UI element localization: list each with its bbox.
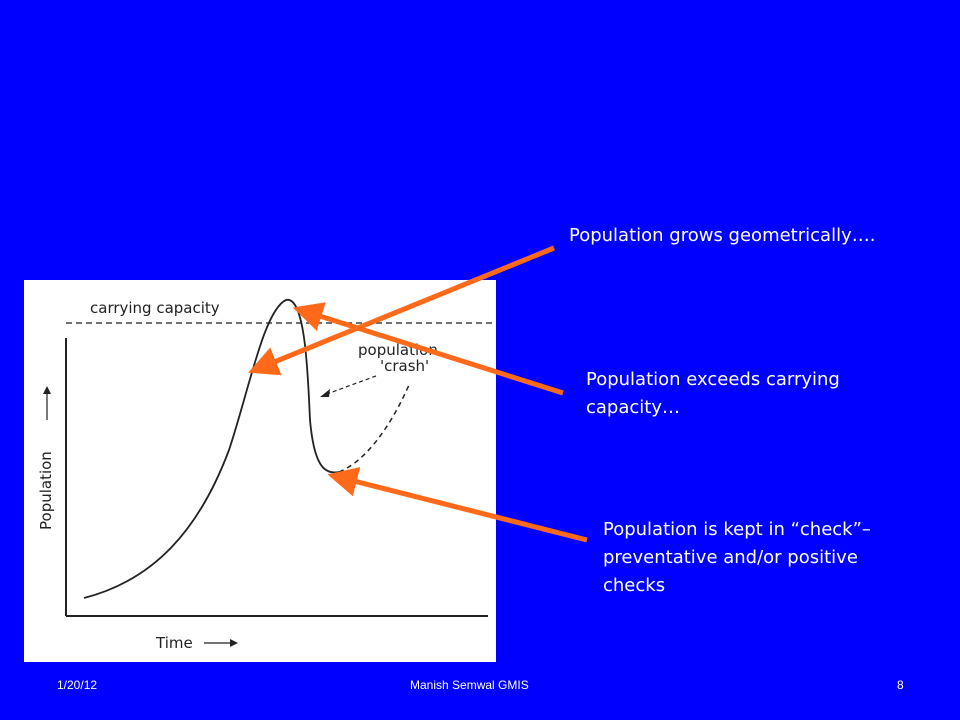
carrying-capacity-label: carrying capacity — [90, 299, 220, 317]
annotation-check-line1: Population is kept in “check”– — [603, 519, 871, 540]
y-axis-arrow — [43, 386, 51, 420]
annotation-grows: Population grows geometrically…. — [569, 222, 949, 250]
annotation-exceeds-line1: Population exceeds carrying — [586, 369, 840, 390]
annotation-exceeds: Population exceeds carrying capacity… — [586, 366, 886, 422]
crash-label-line2: 'crash' — [380, 357, 429, 375]
annotation-grows-text: Population grows geometrically…. — [569, 225, 876, 246]
footer-author: Manish Semwal GMIS — [410, 678, 529, 692]
footer-date: 1/20/12 — [57, 678, 98, 692]
population-curve — [83, 299, 340, 599]
x-axis-label: Time — [155, 634, 193, 652]
population-curve-figure: carrying capacity population 'crash' Pop… — [24, 280, 496, 662]
annotation-check-line3: checks — [603, 575, 666, 596]
footer-page-number: 8 — [897, 678, 904, 692]
crash-pointer-arrowhead — [320, 389, 330, 397]
crash-pointer-line — [323, 375, 377, 396]
population-recovery-curve — [338, 384, 410, 473]
arrow-to-crash-minimum — [327, 467, 588, 543]
annotation-check-line2: preventative and/or positive — [603, 547, 858, 568]
arrow-to-geometric-growth — [248, 245, 555, 376]
annotation-exceeds-line2: capacity… — [586, 397, 680, 418]
annotation-check: Population is kept in “check”– preventat… — [603, 516, 903, 600]
y-axis-label: Population — [37, 451, 55, 530]
x-axis-arrow — [204, 639, 238, 647]
arrow-to-capacity-peak — [292, 302, 564, 396]
population-curve-diagram: carrying capacity population 'crash' Pop… — [37, 299, 494, 652]
